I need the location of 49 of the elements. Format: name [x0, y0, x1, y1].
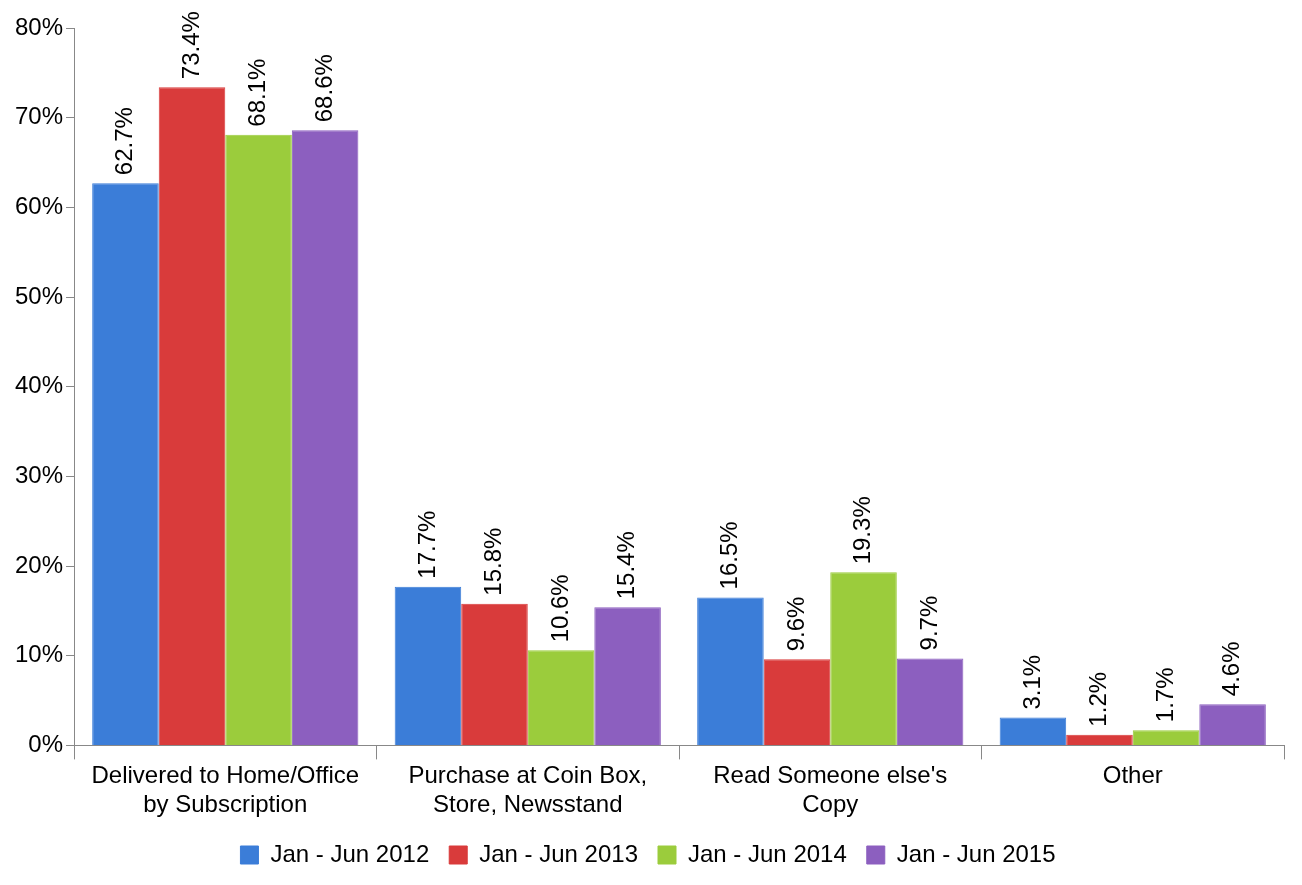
x-tick-label: Delivered to Home/Office by Subscription [91, 761, 360, 818]
bar [999, 717, 1067, 745]
bar [158, 87, 226, 745]
y-tick-label: 60% [14, 191, 64, 219]
y-tick-label: 50% [14, 281, 64, 309]
data-label: 17.7% [412, 510, 440, 579]
legend-label: Jan - Jun 2013 [479, 839, 638, 867]
y-tick-label: 0% [28, 730, 64, 758]
bar [594, 607, 661, 745]
y-tick-label: 20% [14, 550, 64, 578]
data-label: 4.6% [1217, 641, 1245, 697]
data-label: 15.4% [612, 531, 640, 600]
data-label: 1.2% [1084, 671, 1112, 727]
bar [896, 658, 964, 745]
data-label: 68.6% [309, 54, 337, 123]
data-label: 1.7% [1150, 667, 1178, 723]
y-tick-label: 80% [14, 12, 64, 40]
x-tick-label: Other [1102, 761, 1163, 789]
bar [394, 586, 462, 745]
data-label: 19.3% [848, 496, 876, 565]
bar [830, 572, 897, 745]
legend-label: Jan - Jun 2015 [896, 839, 1056, 867]
y-tick-label: 40% [14, 371, 64, 399]
bar [461, 603, 528, 745]
bar [1199, 704, 1266, 745]
data-label: 16.5% [715, 521, 743, 590]
data-label: 62.7% [110, 107, 138, 176]
x-tick-label: Read Someone else's Copy [713, 761, 948, 818]
bar [225, 134, 292, 745]
data-label: 9.7% [914, 595, 942, 651]
bar [291, 130, 359, 745]
y-tick-label: 70% [14, 102, 64, 130]
legend-label: Jan - Jun 2014 [688, 839, 847, 867]
bar [763, 659, 831, 745]
data-label: 10.6% [545, 574, 573, 643]
data-label: 68.1% [243, 58, 271, 127]
y-tick-label: 10% [14, 640, 64, 668]
y-tick-label: 30% [14, 461, 64, 488]
bar [1066, 734, 1133, 745]
bar [527, 650, 595, 745]
bar [697, 597, 764, 745]
data-label: 73.4% [176, 11, 204, 80]
x-tick-label: Purchase at Coin Box, Store, Newsstand [408, 761, 648, 818]
data-label: 3.1% [1017, 654, 1045, 710]
data-label: 15.8% [479, 527, 507, 596]
bar [92, 183, 159, 745]
data-label: 9.6% [781, 596, 809, 652]
bar [1132, 730, 1200, 745]
legend-label: Jan - Jun 2012 [270, 839, 430, 867]
